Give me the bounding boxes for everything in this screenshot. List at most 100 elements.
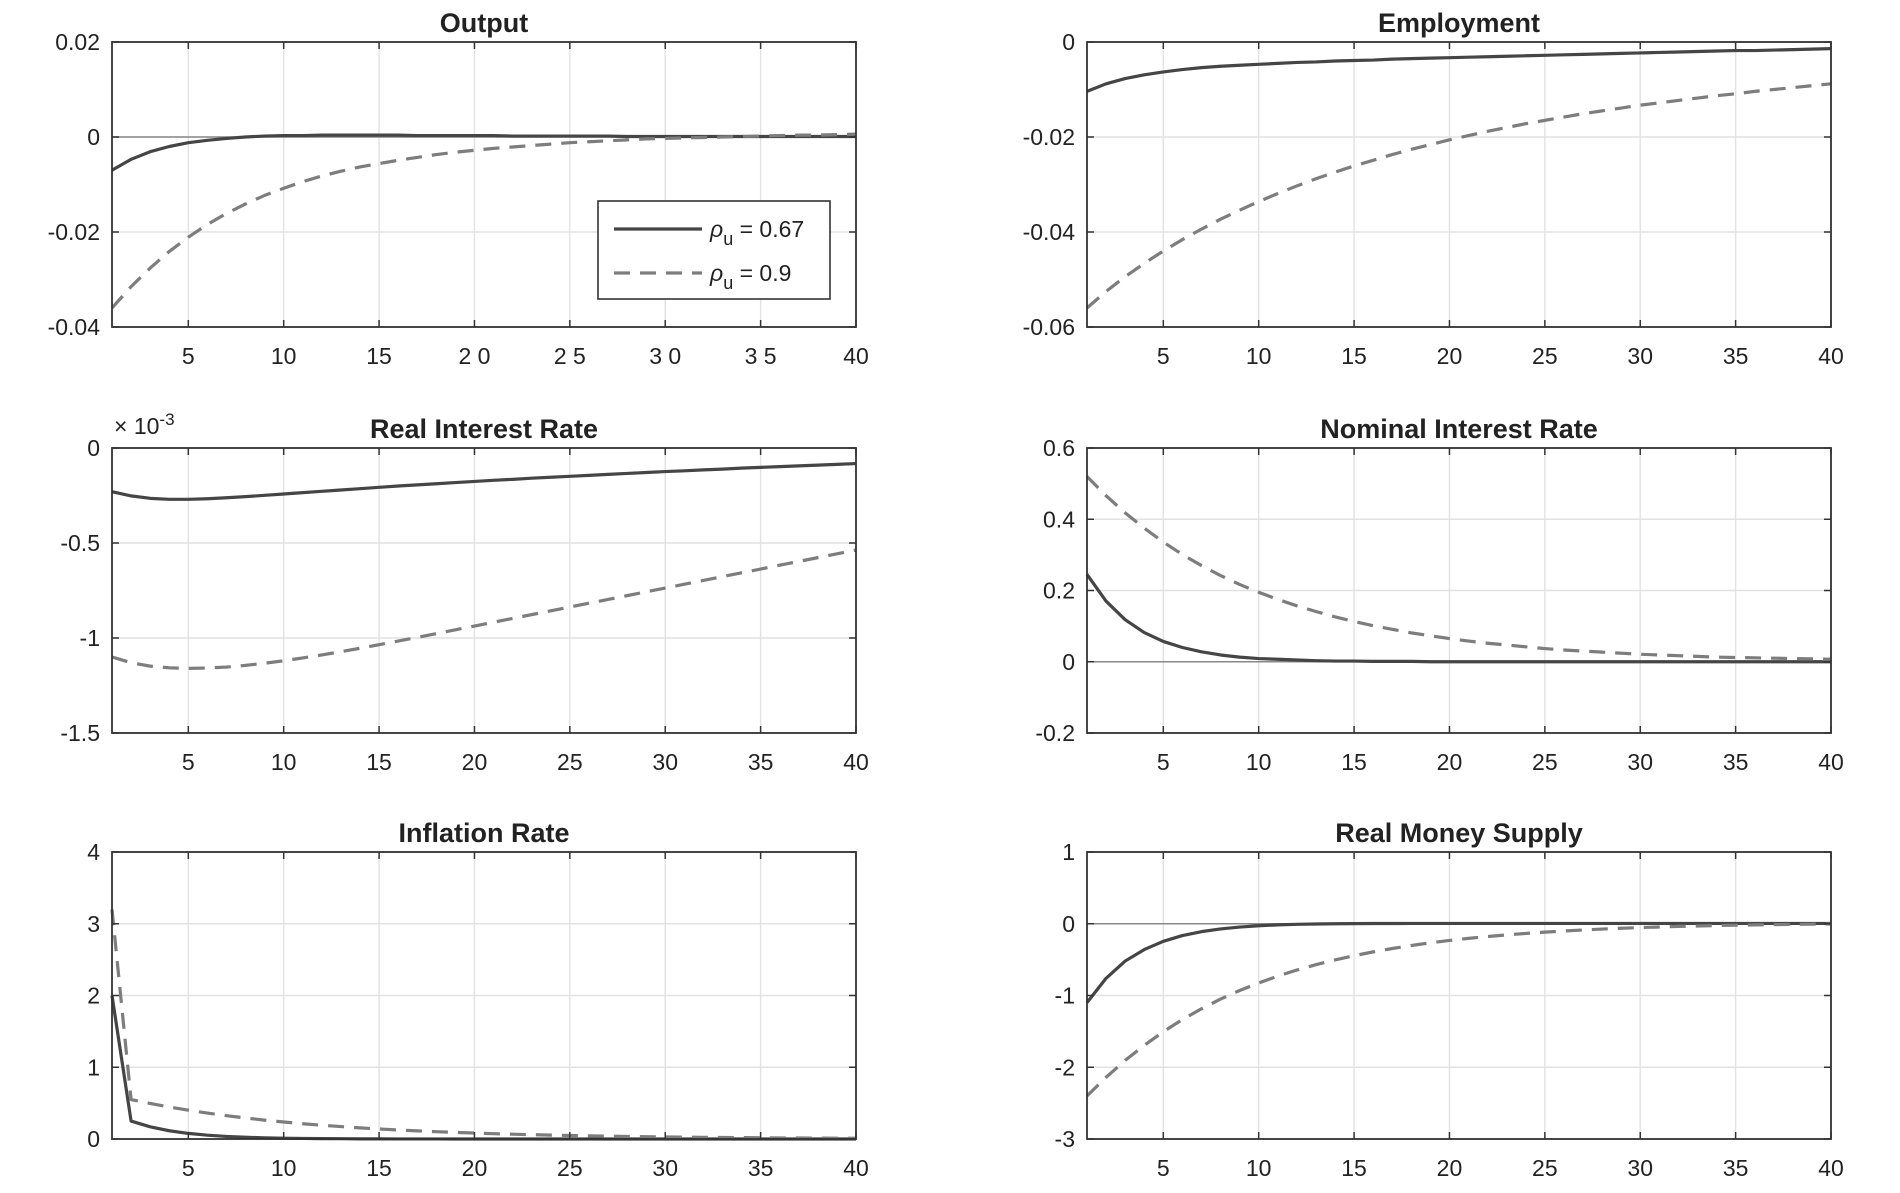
output-legend: ρu = 0.67 ρu = 0.9 [597, 200, 831, 300]
employment-x-tick-label: 20 [1437, 343, 1463, 369]
inflation-rate-series-dashed [110, 909, 857, 1140]
nominal-interest-rate-x-tick-label: 40 [1818, 749, 1844, 775]
real-money-supply-x-tick-label: 20 [1437, 1155, 1463, 1181]
nominal-interest-rate-x-tick-label: 30 [1627, 749, 1653, 775]
employment-axes-frame [1086, 41, 1832, 328]
nominal-interest-rate-y-tick-label: 0.2 [1043, 578, 1075, 604]
real-money-supply-x-tick-label: 30 [1627, 1155, 1653, 1181]
real-interest-rate-y-tick-label: -0.5 [60, 530, 100, 556]
real-money-supply-y-tick-label: -3 [1055, 1126, 1075, 1152]
employment-x-tick-label: 5 [1157, 343, 1170, 369]
nominal-interest-rate-x-tick-label: 15 [1341, 749, 1367, 775]
real-money-supply-series-solid [1085, 921, 1831, 1004]
employment-x-tick-label: 15 [1341, 343, 1367, 369]
employment-x-tick-label: 30 [1627, 343, 1653, 369]
inflation-rate-x-tick-label: 30 [652, 1155, 678, 1181]
real-interest-rate-x-tick-label: 10 [271, 749, 297, 775]
output-x-tick-label: 2 0 [458, 343, 490, 369]
nominal-interest-rate-y-tick-label: -0.2 [1035, 720, 1075, 746]
real-money-supply-x-tick-label: 10 [1246, 1155, 1272, 1181]
real-money-supply-y-tick-label: 0 [1062, 911, 1075, 937]
real-interest-rate-axes-frame [111, 447, 857, 734]
inflation-rate-y-tick-label: 1 [87, 1054, 100, 1080]
real-interest-rate-axis-exponent: × 10-3 [114, 410, 175, 439]
output-title: Output [440, 8, 528, 38]
output-x-tick-label: 15 [366, 343, 392, 369]
nominal-interest-rate-x-tick-label: 5 [1157, 749, 1170, 775]
real-interest-rate-plot-area [112, 448, 856, 733]
output-x-tick-label: 2 5 [554, 343, 586, 369]
employment-y-tick-label: 0 [1062, 29, 1075, 55]
real-money-supply-x-tick-label: 5 [1157, 1155, 1170, 1181]
real-money-supply-x-tick-label: 15 [1341, 1155, 1367, 1181]
real-money-supply-y-tick-label: 1 [1062, 839, 1075, 865]
inflation-rate-x-tick-label: 15 [366, 1155, 392, 1181]
employment-x-tick-label: 40 [1818, 343, 1844, 369]
inflation-rate-y-tick-label: 0 [87, 1126, 100, 1152]
real-interest-rate-x-tick-label: 5 [182, 749, 195, 775]
nominal-interest-rate-x-tick-label: 35 [1723, 749, 1749, 775]
real-money-supply-y-tick-label: -1 [1055, 983, 1075, 1009]
output-x-tick-label: 5 [182, 343, 195, 369]
real-money-supply-x-tick-label: 35 [1723, 1155, 1749, 1181]
output-x-tick-label: 40 [843, 343, 869, 369]
real-interest-rate-x-tick-label: 30 [652, 749, 678, 775]
employment-x-tick-label: 35 [1723, 343, 1749, 369]
output-x-tick-label: 10 [271, 343, 297, 369]
real-money-supply-x-tick-label: 25 [1532, 1155, 1558, 1181]
real-interest-rate-y-tick-label: 0 [87, 435, 100, 461]
nominal-interest-rate-y-tick-label: 0 [1062, 649, 1075, 675]
legend-label-solid: ρu = 0.67 [709, 216, 804, 249]
legend-box [597, 200, 831, 300]
inflation-rate-x-tick-label: 40 [843, 1155, 869, 1181]
real-interest-rate-series-solid [111, 461, 857, 501]
real-interest-rate-series-dashed [111, 548, 857, 671]
panel-inflation-rate: 5 10 15 20 25 30 35 40 0 1 2 3 4 Inflation Rate [87, 818, 869, 1181]
inflation-rate-title: Inflation Rate [398, 818, 569, 848]
nominal-interest-rate-x-tick-label: 20 [1437, 749, 1463, 775]
inflation-rate-x-tick-label: 10 [271, 1155, 297, 1181]
nominal-interest-rate-series-dashed [1085, 475, 1832, 661]
real-money-supply-title: Real Money Supply [1335, 818, 1583, 848]
inflation-rate-y-tick-label: 4 [87, 839, 100, 865]
nominal-interest-rate-title: Nominal Interest Rate [1320, 414, 1598, 444]
employment-series-dashed [1085, 82, 1832, 310]
panel-real-interest-rate: 5 10 15 20 25 30 35 40 -1.5 -1 -0.5 0 Real Interest … [60, 410, 868, 775]
legend-label-dashed: ρu = 0.9 [709, 260, 791, 293]
employment-y-tick-label: -0.04 [1023, 219, 1076, 245]
output-axes-frame [111, 41, 857, 328]
output-x-tick-label: 3 0 [649, 343, 681, 369]
panel-real-money-supply: 5 10 15 20 25 30 35 40 -3 -2 -1 0 1 Real Money Supply [1055, 818, 1844, 1181]
nominal-interest-rate-x-tick-label: 25 [1532, 749, 1558, 775]
employment-x-tick-label: 10 [1246, 343, 1272, 369]
real-money-supply-x-tick-label: 40 [1818, 1155, 1844, 1181]
real-interest-rate-x-tick-label: 15 [366, 749, 392, 775]
employment-title: Employment [1378, 8, 1540, 38]
inflation-rate-y-tick-label: 2 [87, 983, 100, 1009]
real-interest-rate-x-tick-label: 40 [843, 749, 869, 775]
nominal-interest-rate-series-solid [1085, 573, 1831, 664]
employment-y-tick-label: -0.02 [1023, 124, 1075, 150]
real-money-supply-y-tick-label: -2 [1055, 1054, 1075, 1080]
output-series-dashed [110, 132, 857, 310]
employment-y-tick-label: -0.06 [1023, 314, 1075, 340]
employment-plot-area [1087, 42, 1831, 327]
real-interest-rate-x-tick-label: 25 [557, 749, 583, 775]
nominal-interest-rate-y-tick-label: 0.4 [1043, 506, 1075, 532]
output-y-tick-label: 0 [87, 124, 100, 150]
nominal-interest-rate-x-tick-label: 10 [1246, 749, 1272, 775]
employment-x-tick-label: 25 [1532, 343, 1558, 369]
inflation-rate-x-tick-label: 25 [557, 1155, 583, 1181]
inflation-rate-x-tick-label: 20 [462, 1155, 488, 1181]
inflation-rate-x-tick-label: 5 [182, 1155, 195, 1181]
employment-series-solid [1086, 47, 1832, 93]
output-y-tick-label: -0.04 [48, 314, 101, 340]
real-interest-rate-y-tick-label: -1.5 [60, 720, 100, 746]
nominal-interest-rate-y-tick-label: 0.6 [1043, 435, 1075, 461]
real-interest-rate-x-tick-label: 35 [748, 749, 774, 775]
real-money-supply-series-dashed [1085, 922, 1832, 1098]
real-interest-rate-y-tick-label: -1 [80, 625, 100, 651]
panel-employment: 5 10 15 20 25 30 35 40 -0.06 -0.04 -0.02 0 Employmen… [1023, 8, 1844, 369]
